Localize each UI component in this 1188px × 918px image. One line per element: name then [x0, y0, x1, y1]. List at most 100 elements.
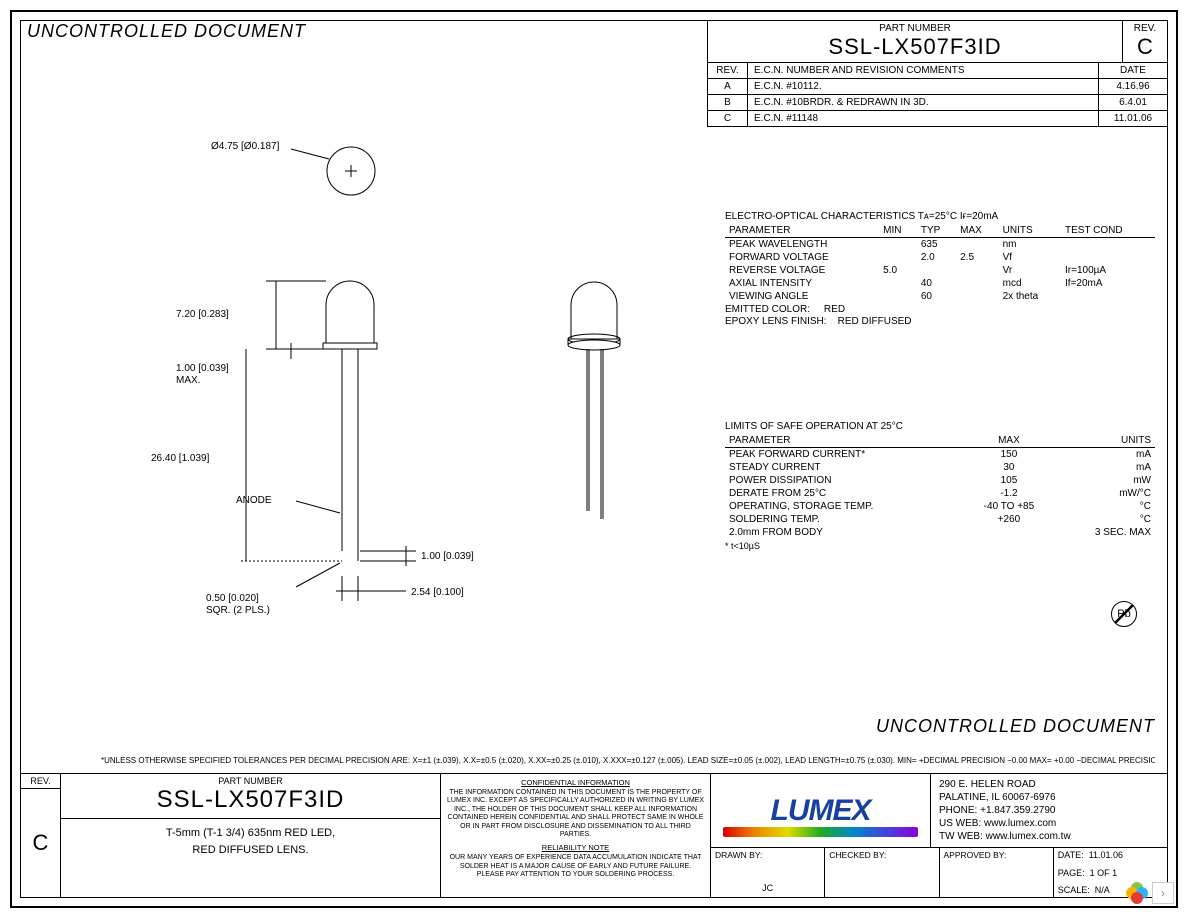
revision-header-row: REV. E.C.N. NUMBER AND REVISION COMMENTS… [708, 63, 1167, 79]
eo-cell [1061, 251, 1155, 264]
contact-web1: US WEB: www.lumex.com [939, 817, 1159, 830]
eo-cell [956, 238, 998, 252]
signoff-row: DRAWN BY: JC CHECKED BY: APPROVED BY: DA… [711, 848, 1167, 897]
ecn-cell: E.C.N. #10112. [748, 79, 1099, 94]
dim-lead-tip: 1.00 [0.039] [421, 551, 474, 562]
next-page-button[interactable]: › [1152, 882, 1174, 904]
ecn-header: E.C.N. NUMBER AND REVISION COMMENTS [748, 63, 1099, 78]
approved-by-cell: APPROVED BY: [940, 848, 1054, 897]
eo-cell [956, 277, 998, 290]
contact-phone: PHONE: +1.847.359.2790 [939, 804, 1159, 817]
eo-cell: Ir=100µA [1061, 264, 1155, 277]
emitted-color-value: RED [824, 304, 845, 315]
titleblock-top: PART NUMBER SSL-LX507F3ID REV. C REV. E.… [707, 21, 1167, 127]
limits-row: DERATE FROM 25°C-1.2mW/°C [725, 487, 1155, 500]
titleblock-bottom: REV. C PART NUMBER SSL-LX507F3ID T-5mm (… [21, 773, 1167, 897]
eo-header-cell: MIN [879, 224, 917, 238]
rev-cell: C [708, 111, 748, 126]
limits-cell: -1.2 [963, 487, 1054, 500]
eo-cell: AXIAL INTENSITY [725, 277, 879, 290]
logo-contact-row: LUMEX 290 E. HELEN ROAD PALATINE, IL 600… [711, 774, 1167, 848]
uncontrolled-watermark-top: UNCONTROLLED DOCUMENT [27, 21, 306, 42]
limits-cell: STEADY CURRENT [725, 461, 963, 474]
lens-value: RED DIFFUSED [838, 316, 912, 327]
eo-cell: 2.5 [956, 251, 998, 264]
limits-cell: 3 SEC. MAX [1055, 526, 1155, 539]
emitted-color-row: EMITTED COLOR: RED [725, 304, 1155, 315]
tb-part-label: PART NUMBER [61, 774, 440, 786]
limits-cell [963, 526, 1054, 539]
dim-lead-length: 26.40 [1.039] [151, 453, 210, 464]
drawing-sheet: UNCONTROLLED DOCUMENT PART NUMBER SSL-LX… [10, 10, 1178, 908]
revision-rows: AE.C.N. #10112.4.16.96BE.C.N. #10BRDR. &… [708, 79, 1167, 127]
limits-cell: OPERATING, STORAGE TEMP. [725, 500, 963, 513]
electro-optical-block: ELECTRO-OPTICAL CHARACTERISTICS Tᴀ=25°C … [725, 211, 1155, 327]
limits-row: SOLDERING TEMP.+260°C [725, 513, 1155, 526]
limits-cell: mA [1055, 461, 1155, 474]
inner-frame: UNCONTROLLED DOCUMENT PART NUMBER SSL-LX… [20, 20, 1168, 898]
tb-right-col: LUMEX 290 E. HELEN ROAD PALATINE, IL 600… [711, 774, 1167, 897]
rev-cell-top: REV. C [1123, 21, 1167, 62]
dim-diameter: Ø4.75 [Ø0.187] [211, 141, 280, 152]
revision-row: AE.C.N. #10112.4.16.96 [708, 79, 1167, 95]
eo-row: REVERSE VOLTAGE5.0VrIr=100µA [725, 264, 1155, 277]
limits-cell: mA [1055, 448, 1155, 462]
dim-lead-sqr: 0.50 [0.020]SQR. (2 PLS.) [206, 593, 270, 616]
eo-cell: nm [999, 238, 1061, 252]
eo-cell [1061, 238, 1155, 252]
limits-cell: 105 [963, 474, 1054, 487]
logo-rainbow-icon [723, 827, 918, 837]
clover-icon [1126, 882, 1148, 904]
tb-part-number: SSL-LX507F3ID [61, 786, 440, 819]
limits-cell: °C [1055, 513, 1155, 526]
limits-cell: -40 TO +85 [963, 500, 1054, 513]
eo-cell: PEAK WAVELENGTH [725, 238, 879, 252]
dim-lead-pitch: 2.54 [0.100] [411, 587, 464, 598]
lumex-logo: LUMEX [711, 774, 931, 847]
eo-cell [879, 290, 917, 303]
eo-row: FORWARD VOLTAGE2.02.5Vf [725, 251, 1155, 264]
date-cell: 11.01.06 [1099, 111, 1167, 126]
limits-cell: DERATE FROM 25°C [725, 487, 963, 500]
mechanical-drawing: Ø4.75 [Ø0.187] 7.20 [0.283] [31, 41, 711, 681]
revision-row: BE.C.N. #10BRDR. & REDRAWN IN 3D.6.4.01 [708, 95, 1167, 111]
eo-cell: mcd [999, 277, 1061, 290]
ecn-cell: E.C.N. #11148 [748, 111, 1099, 126]
part-number-value: SSL-LX507F3ID [714, 34, 1116, 60]
contact-addr2: PALATINE, IL 60067-6976 [939, 791, 1159, 804]
limits-title: LIMITS OF SAFE OPERATION AT 25°C [725, 421, 1155, 432]
anode-label: ANODE [236, 495, 272, 506]
limits-cell: +260 [963, 513, 1054, 526]
date-cell: 4.16.96 [1099, 79, 1167, 94]
limits-row: POWER DISSIPATION105mW [725, 474, 1155, 487]
eo-cell: Vf [999, 251, 1061, 264]
eo-cell [917, 264, 956, 277]
lens-label: EPOXY LENS FINISH: [725, 316, 827, 327]
eo-header-cell: TEST COND [1061, 224, 1155, 238]
limits-cell: 30 [963, 461, 1054, 474]
limits-table: PARAMETERMAXUNITS PEAK FORWARD CURRENT*1… [725, 434, 1155, 539]
checked-by-cell: CHECKED BY: [825, 848, 939, 897]
rev-value: C [1129, 34, 1161, 60]
eo-cell [879, 277, 917, 290]
reliability-title: RELIABILITY NOTE [447, 843, 704, 852]
eo-row: AXIAL INTENSITY40mcdIf=20mA [725, 277, 1155, 290]
dim-standoff: 1.00 [0.039]MAX. [176, 363, 229, 386]
emitted-color-label: EMITTED COLOR: [725, 304, 810, 315]
eo-header-cell: MAX [956, 224, 998, 238]
eo-cell [879, 238, 917, 252]
rev-cell: A [708, 79, 748, 94]
limits-header-cell: UNITS [1055, 434, 1155, 448]
tb-part-col: PART NUMBER SSL-LX507F3ID T-5mm (T-1 3/4… [61, 774, 441, 897]
limits-cell: 150 [963, 448, 1054, 462]
contact-info: 290 E. HELEN ROAD PALATINE, IL 60067-697… [931, 774, 1167, 847]
eo-cell: 2x theta [999, 290, 1061, 303]
contact-web2: TW WEB: www.lumex.com.tw [939, 830, 1159, 843]
limits-footnote: * t<10µS [725, 541, 1155, 551]
eo-row: VIEWING ANGLE602x theta [725, 290, 1155, 303]
eo-title: ELECTRO-OPTICAL CHARACTERISTICS Tᴀ=25°C … [725, 211, 1155, 222]
part-number-cell: PART NUMBER SSL-LX507F3ID [708, 21, 1123, 62]
tb-rev-label: REV. [21, 774, 60, 789]
limits-row: STEADY CURRENT30mA [725, 461, 1155, 474]
reliability-body: OUR MANY YEARS OF EXPERIENCE DATA ACCUMU… [447, 854, 704, 879]
